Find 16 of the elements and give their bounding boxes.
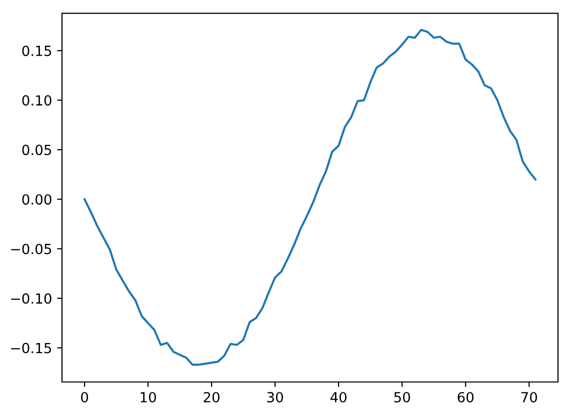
y-tick-label: −0.15 [11,342,52,354]
y-tick-label: −0.05 [11,244,52,254]
x-tick-label: 30 [267,392,283,402]
x-tick-label: 40 [330,392,346,402]
y-tick-label: 0.00 [22,194,52,205]
y-tick-label: 0.05 [22,144,52,156]
x-tick-label: 60 [458,392,474,402]
x-tick-label: 70 [521,392,538,402]
y-tick-label: 0.15 [22,46,52,56]
x-tick-label: 0 [81,392,88,402]
y-tick-label: 0.10 [22,95,52,106]
x-tick-label: 20 [204,392,220,402]
x-tick-label: 50 [394,392,410,402]
x-tick-label: 10 [140,392,156,402]
line-series [84,28,536,366]
y-tick-label: −0.10 [11,293,52,304]
